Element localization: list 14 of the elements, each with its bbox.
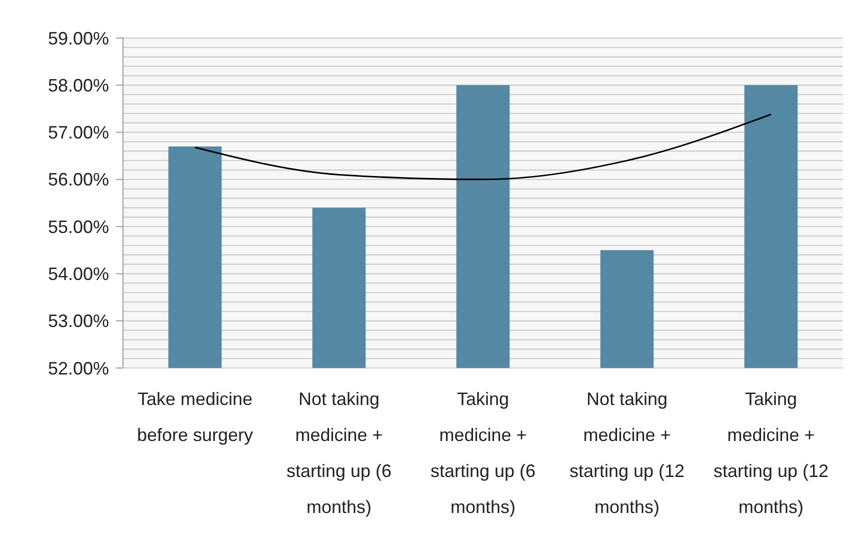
y-tick-label: 52.00% xyxy=(48,358,109,378)
y-tick-label: 56.00% xyxy=(48,170,109,190)
y-tick-label: 58.00% xyxy=(48,75,109,96)
x-tick-label: Taking medicine + starting up (6 months) xyxy=(430,389,536,517)
line-series xyxy=(194,114,772,180)
y-tick-label: 54.00% xyxy=(48,264,109,284)
x-tick-label: Taking medicine + starting up (12 months) xyxy=(713,389,829,517)
y-tick-label: 53.00% xyxy=(48,311,109,332)
y-tick-label: 55.00% xyxy=(48,216,109,237)
x-tick-label: Take medicine before surgery xyxy=(136,389,254,445)
y-tick-label: 59.00% xyxy=(48,28,109,48)
x-tick-label: Not taking medicine + starting up (6 months) xyxy=(286,389,392,517)
x-tick-label: Not taking medicine + starting up (12 months) xyxy=(569,389,685,517)
y-tick-label: 57.00% xyxy=(48,122,109,143)
